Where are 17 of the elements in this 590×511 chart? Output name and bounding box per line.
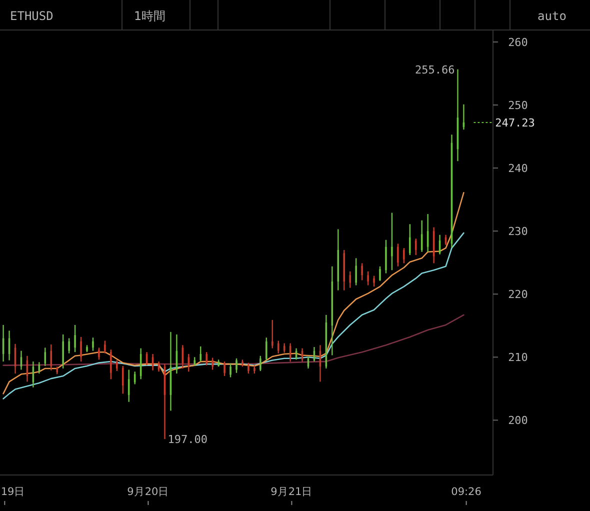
y-tick-label: 260 xyxy=(508,36,528,49)
y-tick-label: 250 xyxy=(508,99,528,112)
x-tick-label: 19日 xyxy=(0,486,26,498)
y-tick-label: 230 xyxy=(508,225,528,238)
annotation: 255.66 xyxy=(414,63,455,76)
y-tick-label: 240 xyxy=(508,162,528,176)
y-tick-label: 220 xyxy=(508,288,528,302)
ref-line-label: 247.23 xyxy=(495,116,535,130)
y-tick-label: 200 xyxy=(508,414,528,428)
x-tick-label: 9月21日 xyxy=(270,486,313,498)
x-tick-label: 9月20日 xyxy=(127,486,170,498)
text: auto xyxy=(538,9,566,23)
x-tick-label: 09:26 xyxy=(451,486,482,498)
annotation: 197.00 xyxy=(168,433,208,446)
subtitle: 1時間 xyxy=(134,9,166,23)
y-tick-label: 210 xyxy=(508,351,528,364)
title: ETHUSD xyxy=(10,9,54,23)
